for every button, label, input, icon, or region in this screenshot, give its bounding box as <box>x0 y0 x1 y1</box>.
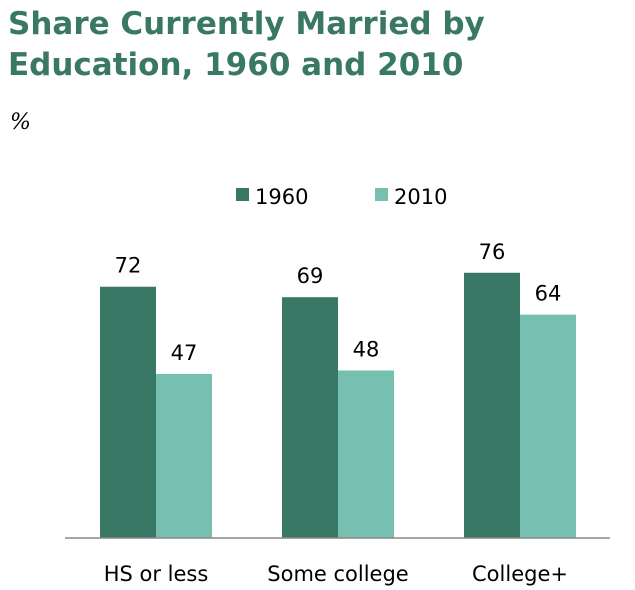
bar-1960-1 <box>282 297 338 538</box>
x-tick-labels: HS or less Some college College+ <box>104 562 568 586</box>
x-tick-label: Some college <box>267 562 408 586</box>
bar-1960-2 <box>464 272 520 538</box>
legend-label: 2010 <box>394 185 447 209</box>
chart-title: Share Currently Married by Education, 19… <box>8 6 485 83</box>
legend: 1960 2010 <box>236 185 447 209</box>
y-axis-unit-label: % <box>10 110 31 135</box>
bar-2010-0 <box>156 373 212 538</box>
bars: 72 47 69 48 76 64 <box>100 240 576 538</box>
data-label: 76 <box>479 240 506 264</box>
data-label: 64 <box>535 282 562 306</box>
legend-swatch-2010 <box>375 188 388 201</box>
bar-2010-2 <box>520 314 576 538</box>
data-label: 72 <box>115 254 142 278</box>
bar-2010-1 <box>338 370 394 538</box>
data-label: 48 <box>353 337 380 361</box>
bar-1960-0 <box>100 286 156 538</box>
data-label: 47 <box>171 341 198 365</box>
x-tick-label: College+ <box>472 562 568 586</box>
x-tick-label: HS or less <box>104 562 209 586</box>
legend-label: 1960 <box>255 185 308 209</box>
legend-swatch-1960 <box>236 188 249 201</box>
data-label: 69 <box>297 264 324 288</box>
